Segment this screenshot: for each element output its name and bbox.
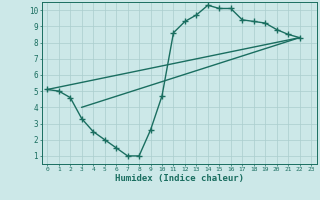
- X-axis label: Humidex (Indice chaleur): Humidex (Indice chaleur): [115, 174, 244, 183]
